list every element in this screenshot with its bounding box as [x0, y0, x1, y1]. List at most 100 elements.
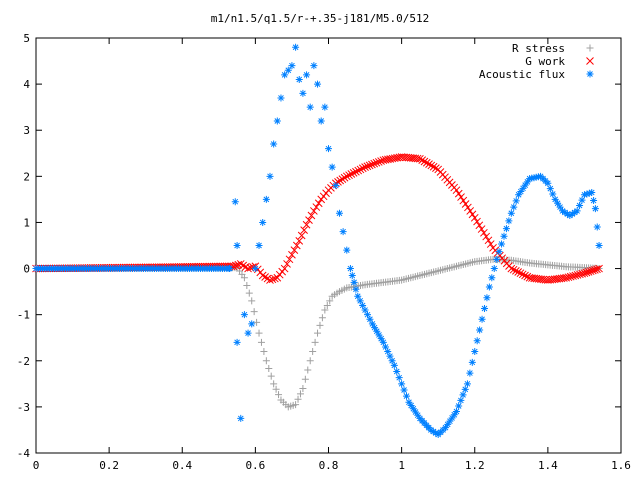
data-point: [398, 380, 406, 388]
data-point: [255, 329, 263, 337]
data-point: [482, 232, 491, 241]
axes: 0 0.2 0.4 0.6 0.8 1 1.2 1.4 1.6 -4 -3 -2 -1 0 1 2 3 4 5: [17, 32, 631, 472]
data-point: [318, 314, 326, 322]
data-point: [512, 267, 520, 275]
data-point: [432, 429, 440, 437]
data-point: [348, 271, 356, 279]
data-point: [562, 273, 571, 282]
data-point: [275, 391, 283, 399]
data-point: [321, 306, 329, 314]
data-point: [405, 398, 413, 406]
data-point: [273, 117, 281, 125]
series-g-work: [32, 153, 603, 284]
data-point: [595, 264, 603, 273]
data-point: [358, 164, 367, 173]
data-point: [373, 327, 381, 335]
x-tick-label: 0.6: [245, 459, 265, 472]
data-point: [266, 172, 274, 180]
data-point: [481, 305, 488, 313]
data-point: [310, 62, 318, 70]
data-point: [591, 205, 599, 213]
data-point: [515, 191, 523, 199]
x-tick-label: 0: [33, 459, 40, 472]
data-point: [257, 338, 265, 346]
data-point: [551, 195, 559, 203]
data-point: [518, 270, 527, 279]
data-point: [510, 203, 518, 211]
x-tick-label: 0.2: [99, 459, 119, 472]
data-point: [295, 237, 304, 245]
data-point: [266, 276, 274, 284]
data-point: [568, 210, 576, 218]
data-point: [370, 159, 379, 168]
y-tick-label: 1: [23, 216, 30, 229]
data-point: [302, 220, 311, 229]
data-point: [578, 196, 586, 204]
y-tick-label: 0: [23, 263, 30, 276]
data-point: [407, 402, 415, 410]
data-point: [284, 66, 292, 74]
chart-marks: [32, 43, 603, 439]
data-point: [361, 306, 369, 314]
data-point: [463, 380, 471, 388]
data-point: [498, 240, 506, 248]
data-point: [306, 357, 314, 365]
data-point: [262, 357, 270, 365]
data-point: [244, 264, 252, 273]
legend-label: R stress: [512, 42, 565, 55]
data-point: [505, 217, 513, 225]
data-point: [245, 289, 253, 297]
x-tick-label: 0.4: [172, 459, 192, 472]
data-point: [297, 231, 306, 240]
data-point: [338, 175, 347, 183]
data-point: [471, 348, 479, 356]
data-point: [356, 165, 365, 174]
data-point: [576, 270, 584, 279]
data-point: [468, 358, 476, 366]
data-point: [546, 185, 554, 193]
data-point: [461, 385, 469, 393]
data-point: [292, 401, 300, 409]
data-point: [314, 329, 322, 337]
data-point: [464, 203, 472, 212]
data-point: [414, 411, 422, 419]
data-point: [366, 315, 374, 323]
data-point: [312, 203, 321, 211]
data-point: [588, 266, 597, 275]
data-point: [232, 261, 240, 270]
data-point: [393, 153, 401, 162]
data-point: [368, 160, 376, 169]
data-point: [363, 162, 372, 171]
legend-label: G work: [525, 55, 565, 68]
data-point: [485, 283, 493, 291]
data-point: [473, 337, 481, 345]
series-acoustic-flux: [32, 43, 603, 439]
data-point: [413, 154, 422, 163]
data-point: [368, 320, 376, 328]
x-tick-label: 1.2: [465, 459, 485, 472]
data-point: [365, 161, 374, 170]
data-point: [556, 203, 564, 211]
data-point: [488, 274, 496, 282]
data-point: [379, 156, 388, 165]
data-point: [457, 193, 465, 201]
data-point: [352, 167, 360, 176]
data-point: [323, 301, 331, 309]
data-point: [305, 216, 313, 224]
y-tick-label: -1: [17, 309, 30, 322]
data-point: [484, 236, 493, 245]
data-point: [347, 170, 356, 178]
data-point: [403, 392, 410, 400]
data-point: [349, 169, 358, 177]
data-point: [307, 211, 316, 220]
data-point: [381, 155, 390, 164]
data-point: [339, 228, 347, 236]
data-point: [375, 331, 383, 339]
data-point: [359, 301, 367, 309]
data-point: [502, 225, 510, 233]
data-point: [468, 210, 477, 219]
x-tick-label: 0.8: [319, 459, 339, 472]
data-point: [523, 178, 531, 186]
data-point: [255, 242, 263, 249]
data-point: [233, 338, 241, 346]
